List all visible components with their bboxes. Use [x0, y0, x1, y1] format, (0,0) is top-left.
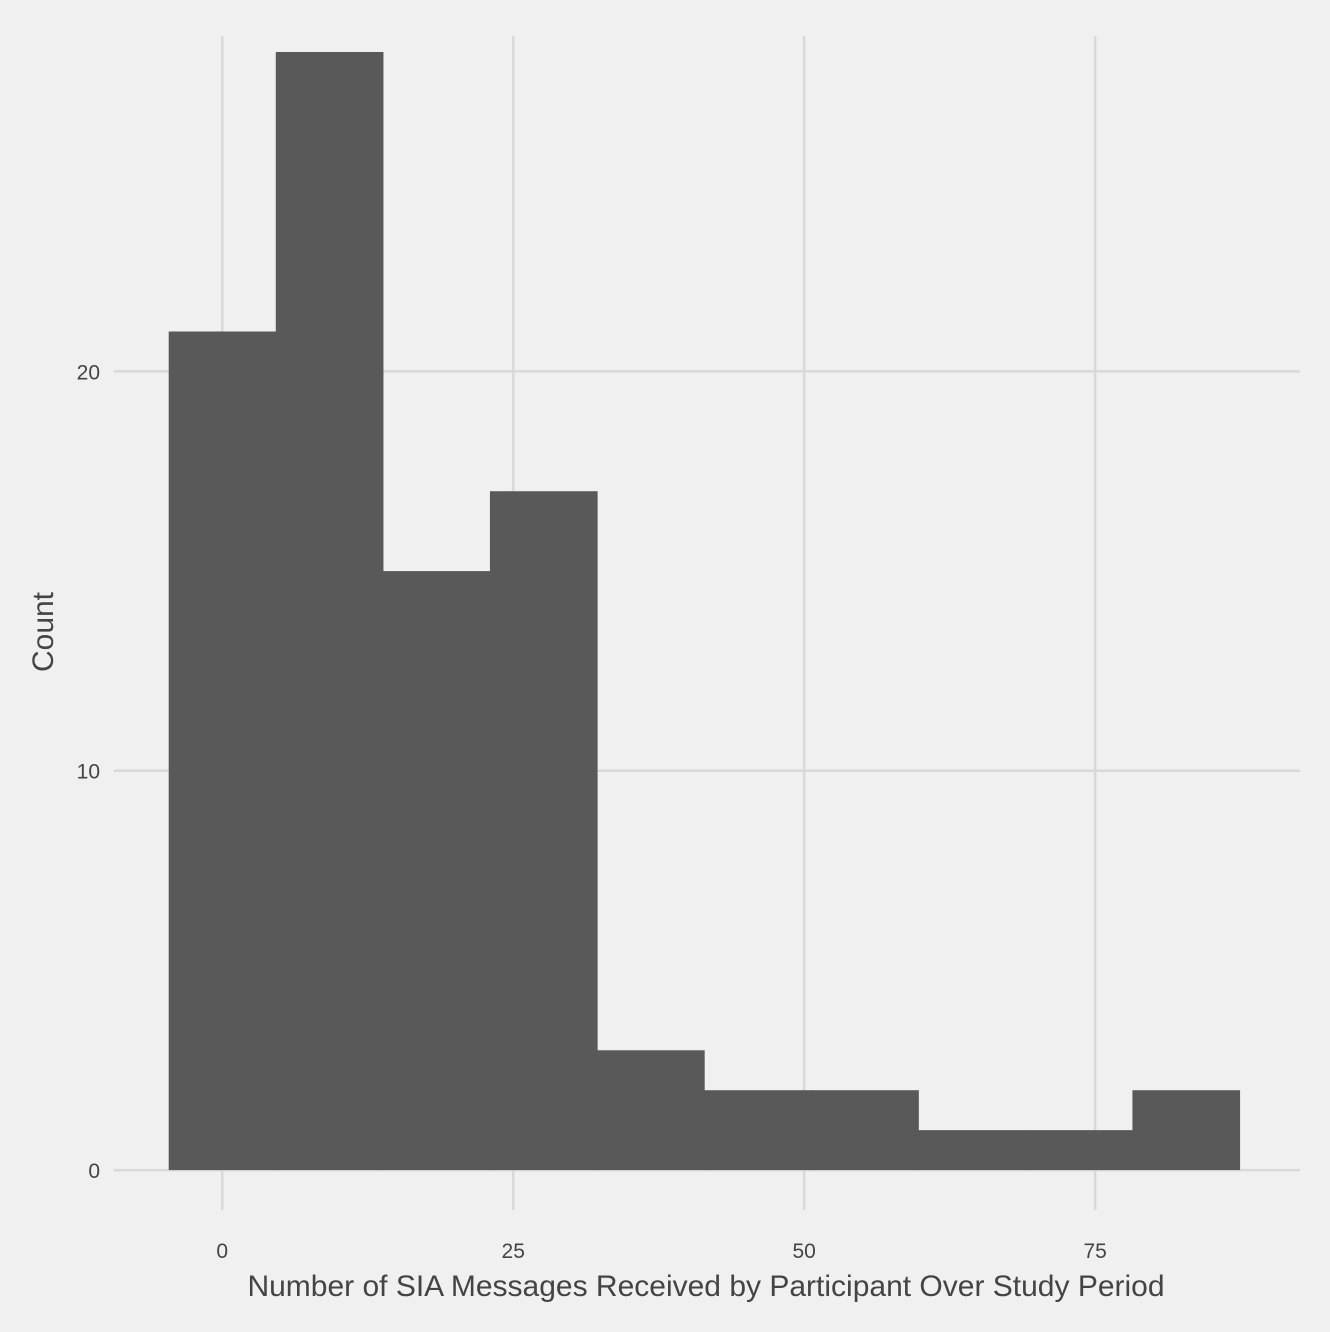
histogram-bar [918, 1130, 1026, 1171]
histogram-bar [1025, 1130, 1134, 1171]
histogram-bar [811, 1090, 919, 1171]
histogram-bar [597, 1050, 705, 1171]
histogram-bar [704, 1090, 812, 1171]
y-tick-label: 0 [88, 1160, 100, 1183]
x-tick-label: 50 [793, 1240, 816, 1263]
histogram-bar [1132, 1090, 1241, 1171]
x-tick-label: 75 [1083, 1240, 1106, 1263]
histogram-bar [275, 51, 384, 1171]
y-tick-label: 10 [77, 761, 100, 784]
histogram-bar [382, 571, 491, 1171]
y-tick-label: 20 [77, 361, 100, 384]
histogram-bar [489, 491, 598, 1171]
x-tick-label: 25 [502, 1240, 525, 1263]
y-axis-title: Count [27, 591, 60, 672]
tick-labels: 0 25 50 75 0 10 20 [77, 361, 1107, 1263]
histogram-bar [168, 331, 277, 1171]
x-tick-label: 0 [216, 1240, 228, 1263]
histogram-bars [168, 51, 1241, 1171]
x-axis-title: Number of SIA Messages Received by Parti… [247, 1270, 1164, 1303]
